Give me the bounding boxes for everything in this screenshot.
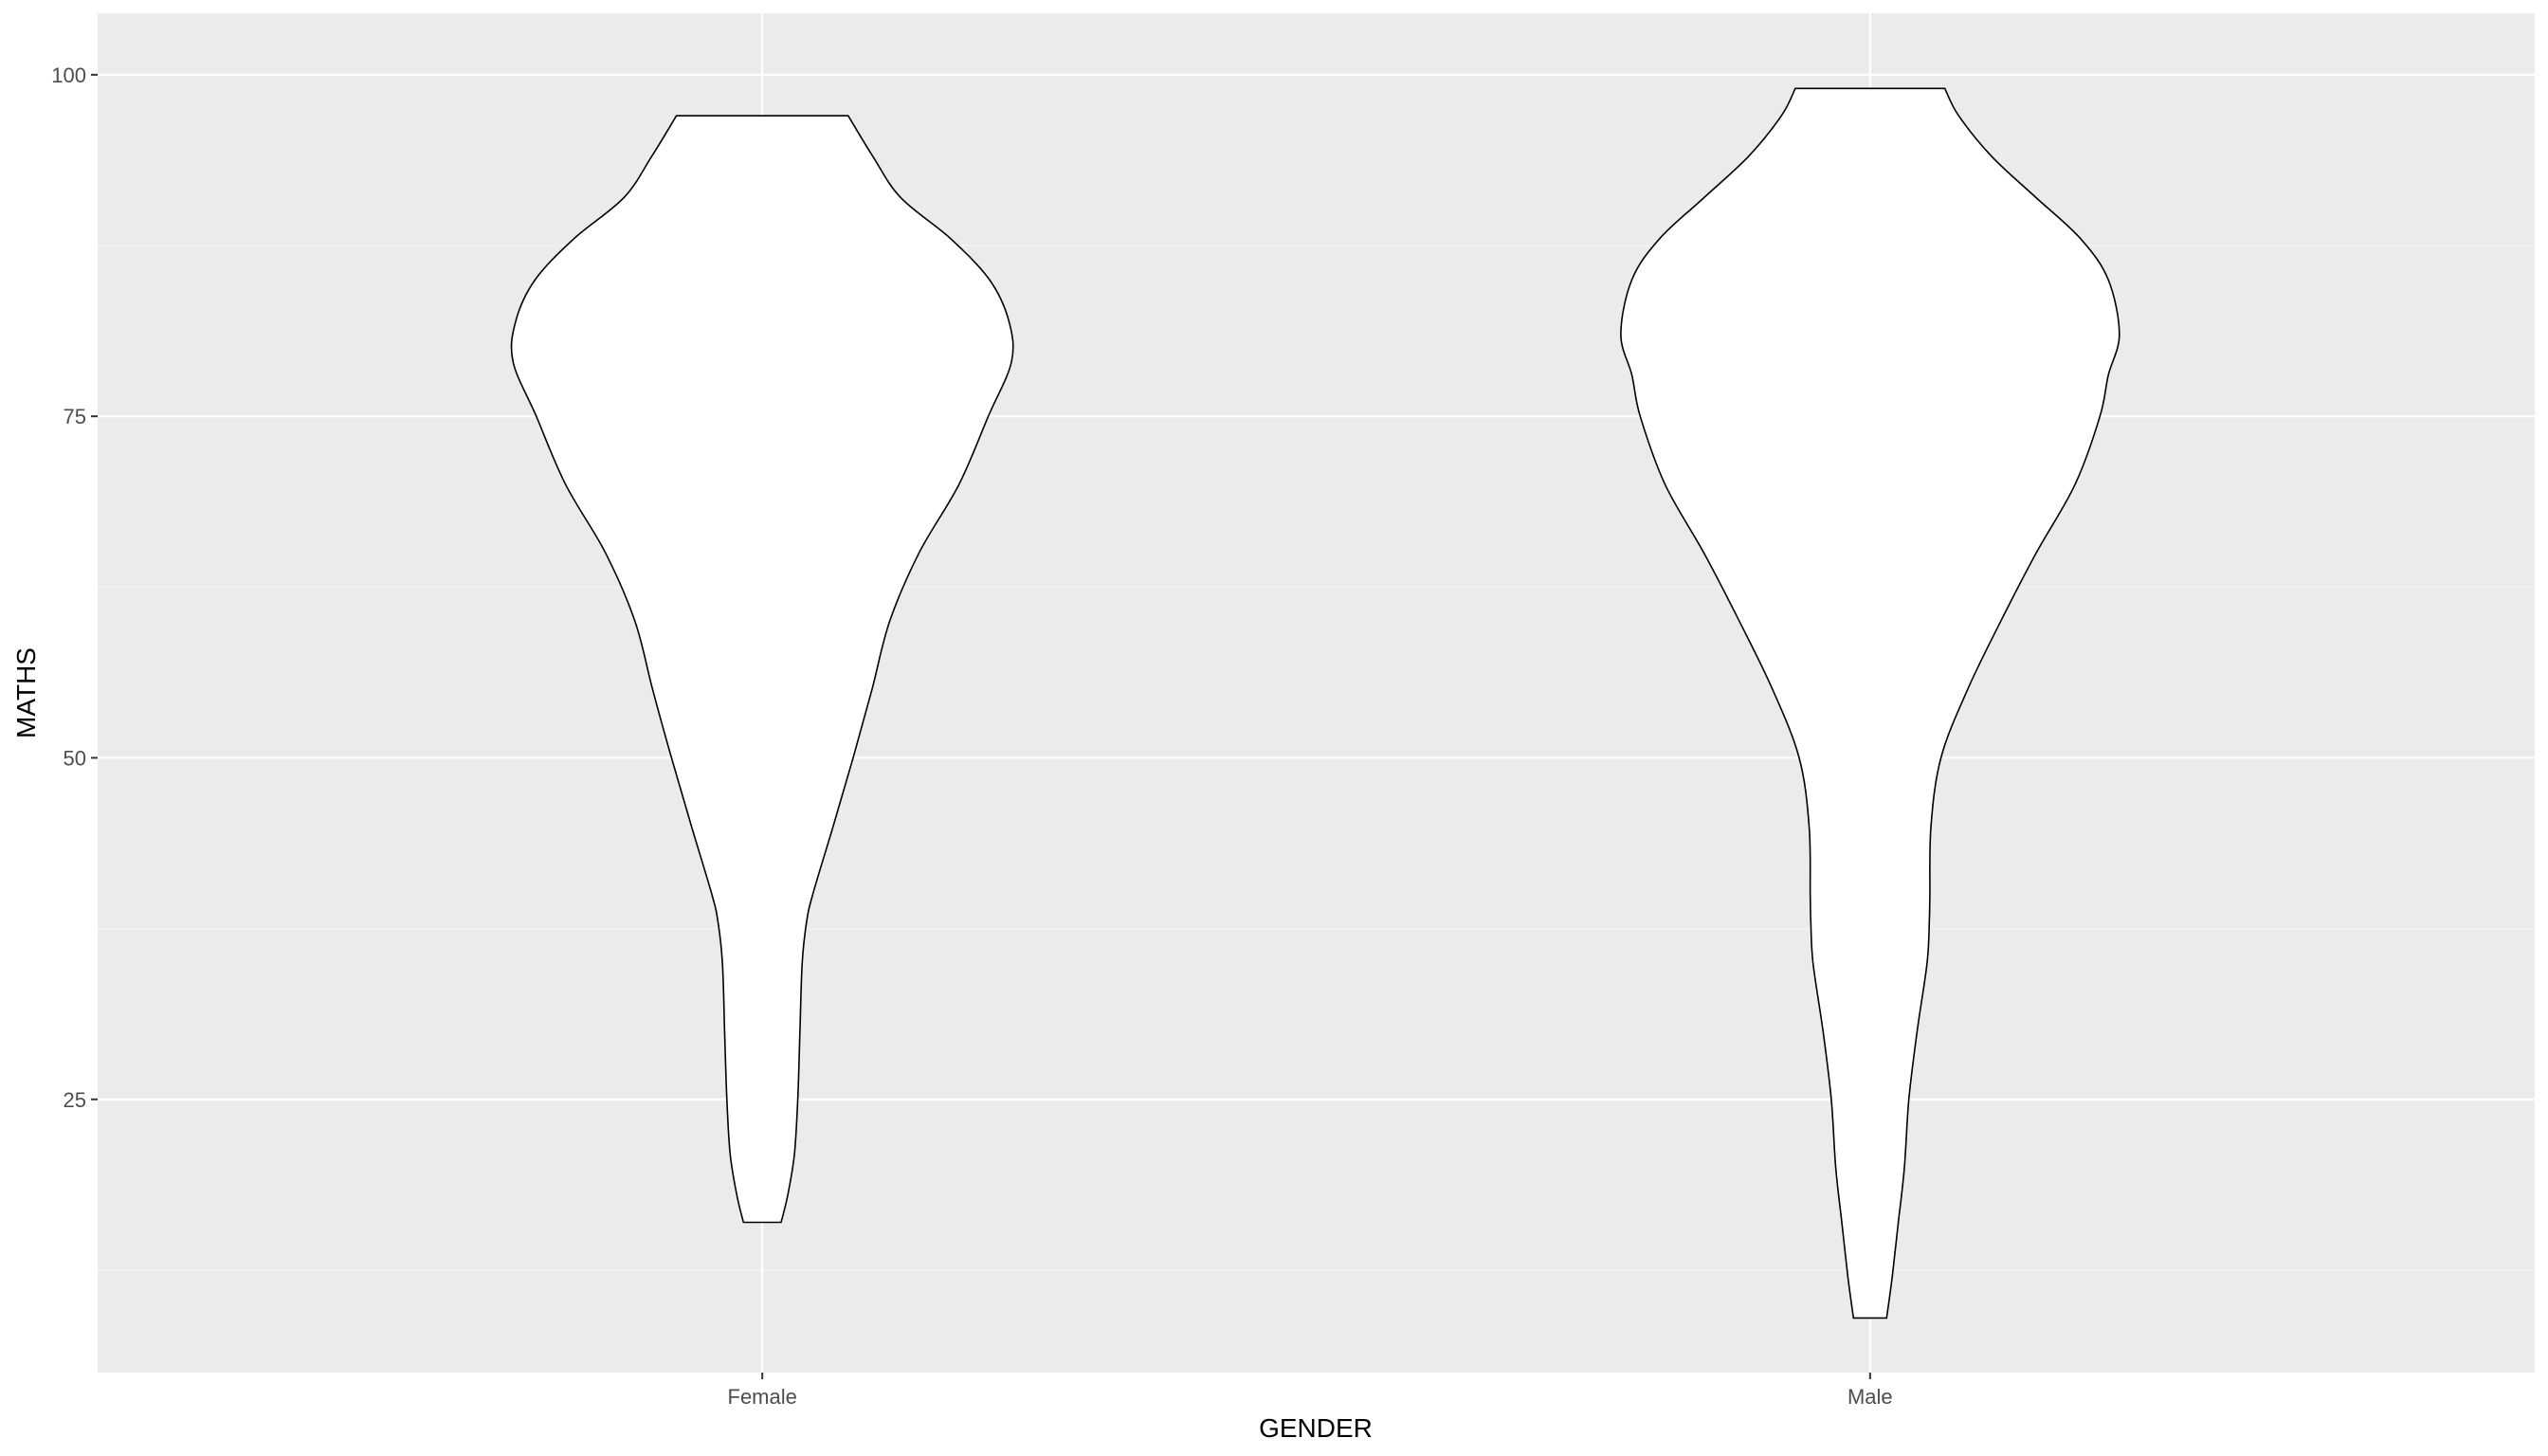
x-axis: Female Male — [728, 1373, 1893, 1409]
x-axis-title: GENDER — [1259, 1413, 1373, 1443]
violin-male — [1620, 87, 2120, 1320]
y-axis: 25 50 75 100 — [51, 64, 98, 1112]
violin-female — [510, 115, 1014, 1224]
y-tick-label: 50 — [64, 746, 86, 770]
violins — [510, 87, 2120, 1320]
x-tick-label: Male — [1847, 1385, 1893, 1409]
minor-gridlines — [98, 245, 2535, 1271]
y-tick-label: 75 — [64, 405, 86, 428]
y-axis-title: MATHS — [11, 647, 41, 738]
plot-panel — [98, 13, 2535, 1373]
y-tick-label: 25 — [64, 1088, 86, 1112]
x-tick-label: Female — [728, 1385, 797, 1409]
y-tick-label: 100 — [51, 64, 86, 87]
